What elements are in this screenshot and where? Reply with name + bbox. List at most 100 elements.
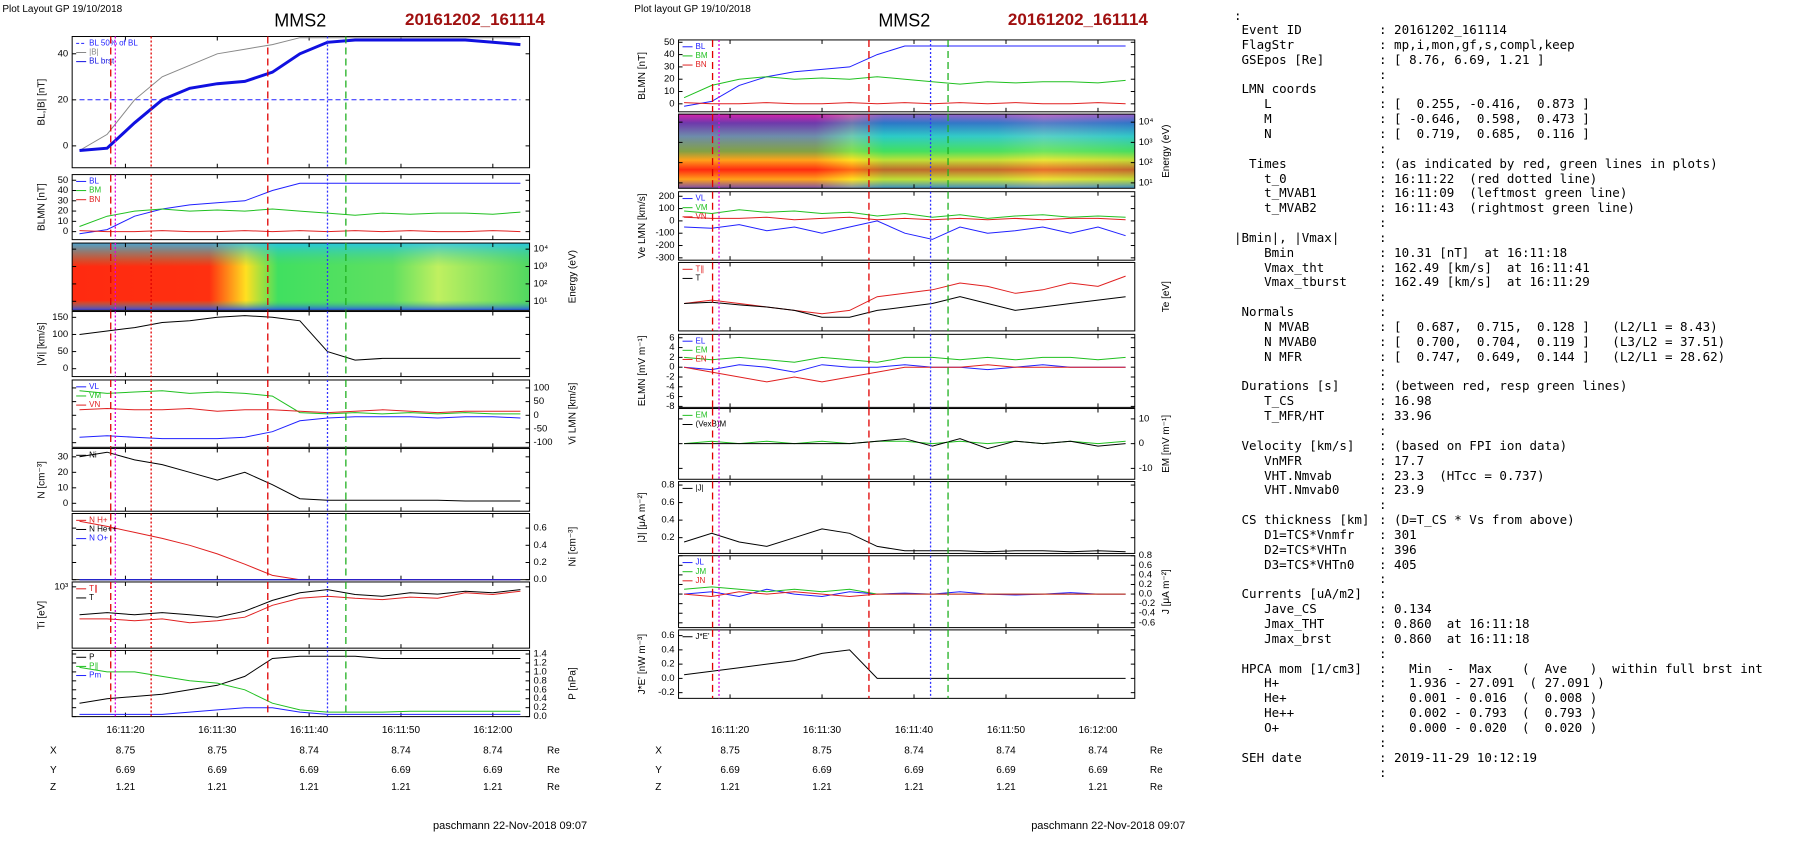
position-value: 8.74 [391, 745, 411, 756]
y-tick-label: -2 [666, 372, 674, 383]
panel: 0 50 100 150 |Vi| [km/s] [37, 311, 531, 378]
data-line [79, 589, 521, 618]
panel: 10³ Ti [eV] T∥T [37, 581, 531, 649]
y-tick-label: -200 [656, 240, 675, 251]
y-tick-label: 20 [58, 206, 69, 217]
legend-label: EL [696, 336, 706, 345]
y-tick-label: 10² [1139, 157, 1153, 168]
data-line [684, 591, 1126, 598]
data-line [79, 407, 521, 414]
y-tick-label: 0.8 [661, 480, 674, 491]
y-axis-label: Vi LMN [km/s] [567, 382, 578, 444]
panel-frame [71, 513, 531, 581]
position-unit: Re [1150, 745, 1163, 756]
y-tick-label: 10² [534, 278, 548, 289]
y-tick-label: 10¹ [534, 296, 548, 307]
legend-label: BM [696, 51, 708, 60]
panel-frame [71, 379, 531, 448]
panel: 10⁴ 10³ 10² 10¹ Energy (eV) [678, 113, 1172, 189]
y-axis-label: Ti [eV] [37, 601, 48, 630]
legend-label: BM [89, 186, 101, 195]
y-tick-label: 100 [659, 203, 675, 214]
y-tick-label: 0 [669, 98, 674, 109]
y-tick-label: 0 [63, 140, 68, 151]
y-tick-label: 10³ [1139, 137, 1153, 148]
panel: -0.2 0.0 0.2 0.4 0.6 J*E' [nW m⁻³] J*E' [637, 629, 1136, 699]
position-unit: Re [547, 765, 560, 776]
panel: 10⁴ 10³ 10² 10¹ Energy (eV) [71, 242, 578, 311]
data-line [684, 364, 1126, 383]
legend-label: |J| [696, 484, 704, 493]
y-axis-label: Ve LMN [km/s] [637, 193, 648, 258]
legend-label: EM [696, 345, 708, 354]
legend-label: VL [89, 382, 99, 391]
y-tick-label: -0.4 [1139, 608, 1155, 619]
data-line [79, 655, 521, 704]
x-tick-label: 16:11:20 [711, 725, 750, 736]
y-axis-label: BLMN [nT] [637, 52, 648, 100]
y-tick-label: 30 [58, 195, 69, 206]
y-tick-label: -6 [666, 391, 674, 402]
data-line [79, 230, 521, 233]
y-tick-label: 1.4 [534, 649, 547, 660]
y-tick-label: 10⁴ [1139, 117, 1154, 128]
legend-label: BL [89, 177, 99, 186]
y-tick-label: 6 [669, 332, 674, 343]
position-label: Z [655, 782, 661, 793]
y-tick-label: 1.2 [534, 657, 547, 668]
y-tick-label: 40 [58, 185, 69, 196]
position-value: 1.21 [483, 782, 503, 793]
data-line [79, 666, 521, 713]
panel-frame [71, 649, 531, 718]
y-tick-label: 0 [669, 215, 674, 226]
y-tick-label: 150 [52, 312, 68, 323]
legend-label: T [89, 593, 94, 602]
legend-label: VN [696, 212, 707, 221]
plot-footer: paschmann 22-Nov-2018 09:07 [1031, 820, 1185, 832]
y-tick-label: 0 [63, 226, 68, 237]
data-line [79, 416, 521, 440]
y-tick-label: 40 [664, 49, 675, 60]
position-value: 8.74 [1088, 745, 1108, 756]
panel-frame [678, 191, 1136, 261]
event-id: 20161202_161114 [405, 10, 545, 29]
y-tick-label: 0 [63, 498, 68, 509]
data-line [79, 590, 521, 624]
plot-header: Plot layout GP 19/10/2018 [634, 4, 751, 15]
x-tick-label: 16:11:40 [290, 725, 329, 736]
legend-label: BN [89, 195, 100, 204]
position-value: 8.75 [116, 745, 136, 756]
position-value: 8.75 [208, 745, 228, 756]
plot-footer: paschmann 22-Nov-2018 09:07 [433, 820, 587, 832]
data-line [79, 390, 521, 415]
position-value: 8.74 [996, 745, 1016, 756]
position-value: 6.69 [116, 765, 136, 776]
y-tick-label: 0.4 [534, 540, 547, 551]
position-value: 8.74 [299, 745, 319, 756]
y-tick-label: 0 [534, 410, 539, 421]
y-tick-label: -100 [534, 437, 553, 448]
legend-label: EN [696, 355, 707, 364]
y-tick-label: 0.2 [1139, 579, 1152, 590]
legend-label: BL 50% of BL [89, 38, 138, 47]
legend-label: BL [696, 42, 706, 51]
y-tick-label: 100 [534, 382, 550, 393]
y-tick-label: 0.6 [661, 497, 674, 508]
panel-frame [678, 555, 1136, 629]
position-value: 1.21 [720, 782, 740, 793]
panel: 0.00.20.40.60.81.01.21.4 P [nPa] PP∥Pm [71, 649, 578, 722]
data-line [684, 364, 1126, 373]
y-axis-label: Energy (eV) [1161, 125, 1172, 178]
x-tick-label: 16:12:00 [473, 725, 512, 736]
spectrogram-band [678, 114, 1135, 189]
y-tick-label: 40 [58, 48, 69, 59]
y-tick-label: 50 [534, 396, 545, 407]
y-axis-label: ELMN [mV m⁻¹] [637, 335, 648, 406]
plot-title: MMS2 [878, 10, 930, 30]
y-axis-label: J*E' [nW m⁻³] [637, 634, 648, 695]
x-tick-label: 16:11:30 [198, 725, 237, 736]
data-line [683, 528, 1126, 553]
